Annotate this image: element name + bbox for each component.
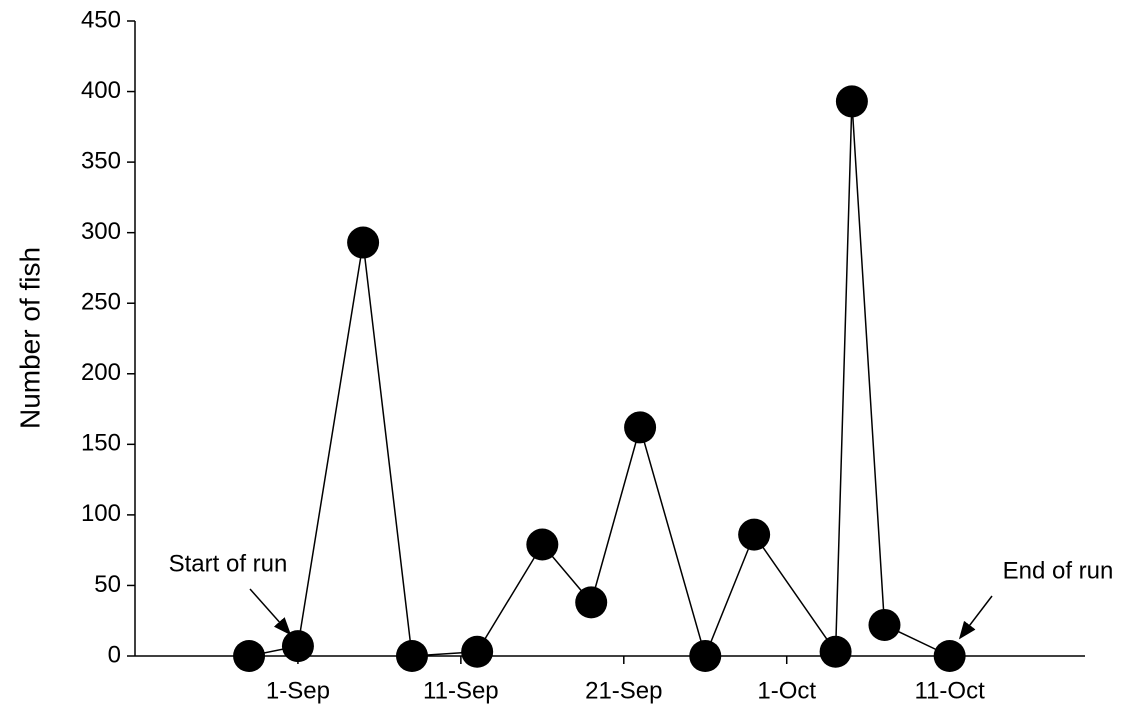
data-point <box>526 528 559 561</box>
y-tick-label: 150 <box>81 430 121 457</box>
y-tick-label: 450 <box>81 6 121 33</box>
data-point <box>835 85 868 118</box>
data-point <box>624 411 657 444</box>
annotation: End of run <box>1003 557 1114 584</box>
data-point <box>933 640 966 672</box>
y-tick-label: 400 <box>81 77 121 104</box>
data-point <box>575 586 608 619</box>
x-tick-label: 1-Oct <box>757 677 816 704</box>
annotation-arrow <box>249 588 292 636</box>
y-tick-label: 250 <box>81 289 121 316</box>
data-point <box>689 640 722 672</box>
data-point <box>461 635 494 668</box>
data-point <box>819 635 852 668</box>
x-tick-label: 11-Oct <box>915 677 986 704</box>
y-tick-label: 50 <box>94 571 121 598</box>
annotation: Start of run <box>169 550 288 577</box>
annotation-arrow <box>958 595 993 640</box>
data-point <box>347 226 380 259</box>
y-tick-label: 100 <box>81 500 121 527</box>
data-point <box>281 630 314 663</box>
y-tick-label: 350 <box>81 147 121 174</box>
x-tick-label: 11-Sep <box>423 677 499 704</box>
y-axis-label: Number of fish <box>14 247 45 429</box>
x-tick-label: 21-Sep <box>585 677 662 704</box>
data-point <box>868 608 901 641</box>
data-point <box>233 640 266 672</box>
y-tick-label: 0 <box>108 641 121 668</box>
data-point <box>738 518 771 551</box>
y-tick-label: 200 <box>81 359 121 386</box>
series-line <box>248 101 950 659</box>
x-tick-label: 1-Sep <box>266 677 330 704</box>
data-point <box>395 640 428 672</box>
y-tick-label: 300 <box>81 218 121 245</box>
